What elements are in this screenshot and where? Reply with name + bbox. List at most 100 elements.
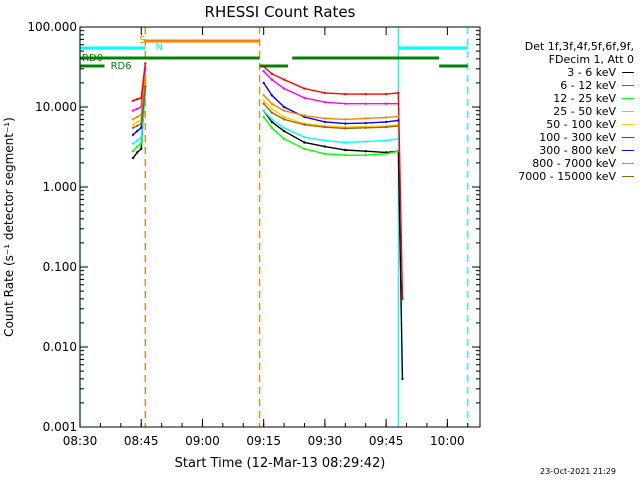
y-tick-label-2: 0.100 [43,260,77,274]
data-point-5-0 [131,99,135,102]
legend-swatch-0 [622,72,634,73]
data-point-5-13 [401,297,404,301]
data-point-8-1 [135,124,139,128]
y-tick-label-3: 1.000 [43,180,77,194]
legend-header-line-1: Det 1f,3f,4f,5f,6f,9f, [524,40,634,53]
data-point-5-6 [282,78,286,81]
series-line-1-0 [132,68,147,112]
data-point-5-12 [397,91,400,95]
series-1 [131,67,400,112]
data-point-3-5 [270,118,274,121]
legend-swatch-7 [622,163,634,164]
data-point-1-6 [282,87,286,90]
legend-entry-6: 300 - 800 keV [484,144,634,157]
data-point-4-0 [131,123,135,126]
data-point-5-9 [344,92,347,96]
data-point-8-8 [323,125,327,129]
data-point-8-4 [262,102,265,105]
data-point-4-6 [282,115,286,119]
x-tick-label-2: 09:00 [185,434,220,448]
data-point-5-1 [135,98,139,101]
legend-entry-1: 6 - 12 keV [484,79,634,92]
data-point-0-13 [401,377,404,381]
series-line-8-0 [132,86,147,129]
data-point-0-5 [270,120,274,124]
data-point-0-0 [131,156,135,160]
legend-swatch-1 [622,85,634,86]
data-point-4-5 [270,107,274,110]
series-2 [131,91,400,157]
vertical-markers [79,27,469,427]
y-tick-label-0: 0.001 [43,420,77,434]
legend-label-3: 25 - 50 keV [553,105,616,118]
x-tick-label-6: 10:00 [430,434,465,448]
legend-entry-3: 25 - 50 keV [484,105,634,118]
plot-frame [79,26,481,428]
data-point-1-1 [135,107,139,110]
y-tick-label-1: 0.010 [43,340,77,354]
data-point-4-1 [135,120,139,124]
x-tick-label-4: 09:30 [308,434,343,448]
legend-header-line-2: FDecim 1, Att 0 [548,53,634,66]
data-point-0-6 [282,129,286,133]
data-point-3-6 [282,126,286,129]
data-point-2-2 [140,142,143,145]
data-point-7-4 [262,94,265,97]
data-point-2-10 [364,153,367,157]
data-point-6-10 [364,121,367,125]
data-point-2-7 [303,147,306,151]
data-point-2-0 [131,150,135,153]
data-point-0-1 [135,151,139,154]
data-point-1-11 [384,102,388,105]
legend-entry-4: 50 - 100 keV [484,118,634,131]
data-point-7-9 [344,118,347,121]
x-axis-ticks: 08:30 08:45 09:00 09:15 09:30 09:45 10:00 [63,27,469,448]
data-point-5-10 [364,92,367,96]
data-point-3-8 [323,139,327,142]
data-point-6-0 [131,133,135,136]
data-point-8-11 [384,125,388,129]
data-point-5-11 [384,92,388,96]
data-point-2-8 [323,152,327,156]
data-point-5-8 [323,91,327,95]
legend-label-1: 6 - 12 keV [560,79,616,92]
legend: Det 1f,3f,4f,5f,6f,9f, FDecim 1, Att 0 3… [484,40,634,183]
data-point-8-3 [144,85,147,88]
series-line-7-0 [132,76,147,120]
data-point-0-9 [344,148,347,152]
data-point-2-6 [282,137,286,141]
data-point-6-2 [140,126,143,129]
footer-timestamp: 23-Oct-2021 21:29 [540,467,616,476]
data-point-7-3 [144,75,147,78]
legend-label-2: 12 - 25 keV [553,92,616,105]
series-line-5-0 [132,63,147,102]
data-point-6-6 [282,105,286,109]
legend-swatch-2 [622,98,634,99]
data-point-3-10 [364,140,367,143]
legend-swatch-8 [622,176,634,177]
legend-entry-8: 7000 - 15000 keV [484,170,634,183]
data-point-7-5 [270,102,274,105]
x-tick-label-1: 08:45 [124,434,159,448]
legend-label-0: 3 - 6 keV [567,66,616,79]
data-point-2-5 [270,126,274,129]
series-line-0-1 [263,110,404,379]
data-point-7-1 [135,115,139,119]
series-line-5-1 [263,66,404,299]
series-8 [131,85,400,130]
data-point-6-11 [384,120,388,124]
annotations: SN RD0 RD6 [82,35,163,72]
legend-label-6: 300 - 800 keV [539,144,616,157]
data-point-0-2 [140,147,143,151]
x-tick-label-3: 09:15 [246,434,281,448]
data-point-3-11 [384,139,388,142]
data-point-3-0 [131,142,135,145]
data-point-6-5 [270,94,274,97]
series-7 [131,75,400,121]
data-point-7-6 [282,109,286,112]
legend-label-7: 800 - 7000 keV [532,157,616,170]
data-point-1-8 [323,100,327,104]
data-point-8-5 [270,111,274,114]
y-axis-label: Count Rate (s⁻¹ detector segment⁻¹) [2,117,16,337]
legend-label-4: 50 - 100 keV [546,118,616,131]
